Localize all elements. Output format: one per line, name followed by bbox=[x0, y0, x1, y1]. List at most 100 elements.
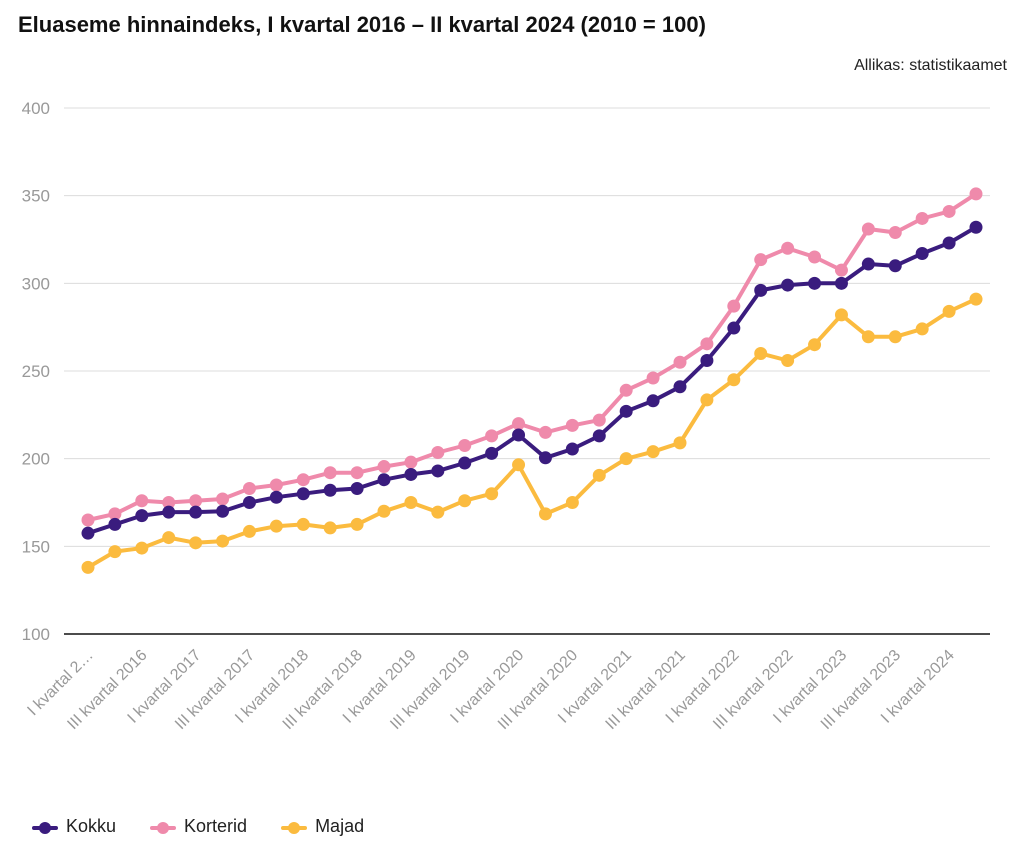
data-point[interactable] bbox=[404, 467, 418, 481]
data-point[interactable] bbox=[888, 225, 902, 239]
data-point[interactable] bbox=[189, 505, 203, 519]
data-point[interactable] bbox=[323, 521, 337, 535]
data-point[interactable] bbox=[296, 473, 310, 487]
data-point[interactable] bbox=[242, 496, 256, 509]
data-point[interactable] bbox=[673, 436, 687, 450]
data-point[interactable] bbox=[754, 253, 768, 267]
data-point[interactable] bbox=[915, 247, 929, 261]
data-point[interactable] bbox=[296, 517, 310, 531]
data-point[interactable] bbox=[888, 330, 902, 344]
data-point[interactable] bbox=[108, 517, 122, 531]
data-point[interactable] bbox=[565, 418, 579, 432]
data-point[interactable] bbox=[861, 330, 875, 344]
data-point[interactable] bbox=[700, 353, 714, 367]
data-point[interactable] bbox=[189, 494, 203, 508]
data-point[interactable] bbox=[754, 283, 768, 297]
data-point[interactable] bbox=[189, 536, 203, 550]
data-point[interactable] bbox=[619, 404, 633, 418]
data-point[interactable] bbox=[458, 494, 472, 508]
data-point[interactable] bbox=[485, 429, 499, 443]
data-point[interactable] bbox=[512, 458, 526, 472]
legend-item-majad[interactable]: Majad bbox=[281, 816, 364, 837]
data-point[interactable] bbox=[242, 524, 256, 538]
data-point[interactable] bbox=[538, 451, 552, 465]
data-point[interactable] bbox=[108, 545, 122, 559]
data-point[interactable] bbox=[162, 505, 176, 519]
data-point[interactable] bbox=[592, 413, 606, 427]
data-point[interactable] bbox=[673, 380, 687, 394]
data-point[interactable] bbox=[861, 222, 875, 236]
data-point[interactable] bbox=[619, 383, 633, 397]
data-point[interactable] bbox=[162, 531, 176, 545]
data-point[interactable] bbox=[377, 460, 391, 474]
data-point[interactable] bbox=[942, 236, 956, 250]
legend[interactable]: Kokku Korterid Majad bbox=[32, 816, 364, 837]
data-point[interactable] bbox=[727, 373, 741, 387]
data-point[interactable] bbox=[538, 425, 552, 439]
data-point[interactable] bbox=[431, 505, 445, 519]
data-point[interactable] bbox=[781, 278, 795, 292]
data-point[interactable] bbox=[269, 478, 283, 492]
data-point[interactable] bbox=[216, 492, 230, 506]
data-point[interactable] bbox=[781, 353, 795, 367]
data-point[interactable] bbox=[700, 393, 714, 407]
data-point[interactable] bbox=[296, 487, 310, 501]
data-point[interactable] bbox=[269, 490, 283, 504]
data-point[interactable] bbox=[592, 468, 606, 482]
data-point[interactable] bbox=[323, 466, 337, 480]
data-point[interactable] bbox=[404, 455, 418, 469]
data-point[interactable] bbox=[565, 496, 579, 509]
data-point[interactable] bbox=[808, 276, 822, 290]
data-point[interactable] bbox=[350, 517, 364, 531]
data-point[interactable] bbox=[81, 526, 95, 540]
data-point[interactable] bbox=[942, 204, 956, 218]
data-point[interactable] bbox=[565, 442, 579, 456]
data-point[interactable] bbox=[512, 417, 526, 431]
data-point[interactable] bbox=[888, 259, 902, 273]
data-point[interactable] bbox=[135, 541, 149, 555]
data-point[interactable] bbox=[834, 308, 848, 322]
data-point[interactable] bbox=[512, 428, 526, 442]
data-point[interactable] bbox=[969, 187, 983, 201]
data-point[interactable] bbox=[458, 439, 472, 453]
data-point[interactable] bbox=[377, 504, 391, 518]
data-point[interactable] bbox=[135, 494, 149, 508]
data-point[interactable] bbox=[646, 371, 660, 385]
data-point[interactable] bbox=[350, 481, 364, 495]
data-point[interactable] bbox=[323, 483, 337, 497]
legend-item-korterid[interactable]: Korterid bbox=[150, 816, 247, 837]
data-point[interactable] bbox=[808, 338, 822, 352]
data-point[interactable] bbox=[915, 211, 929, 225]
data-point[interactable] bbox=[242, 481, 256, 495]
data-point[interactable] bbox=[269, 519, 283, 533]
data-point[interactable] bbox=[458, 456, 472, 470]
data-point[interactable] bbox=[727, 321, 741, 335]
data-point[interactable] bbox=[162, 496, 176, 509]
data-point[interactable] bbox=[350, 466, 364, 480]
data-point[interactable] bbox=[592, 429, 606, 443]
data-point[interactable] bbox=[431, 446, 445, 460]
data-point[interactable] bbox=[700, 337, 714, 351]
data-point[interactable] bbox=[485, 487, 499, 501]
data-point[interactable] bbox=[969, 220, 983, 234]
data-point[interactable] bbox=[135, 509, 149, 523]
data-point[interactable] bbox=[942, 304, 956, 318]
data-point[interactable] bbox=[431, 464, 445, 478]
data-point[interactable] bbox=[915, 322, 929, 336]
data-point[interactable] bbox=[754, 346, 768, 360]
data-point[interactable] bbox=[108, 507, 122, 521]
data-point[interactable] bbox=[808, 250, 822, 264]
data-point[interactable] bbox=[216, 504, 230, 518]
data-point[interactable] bbox=[81, 513, 95, 527]
legend-item-kokku[interactable]: Kokku bbox=[32, 816, 116, 837]
data-point[interactable] bbox=[781, 241, 795, 255]
data-point[interactable] bbox=[404, 496, 418, 509]
data-point[interactable] bbox=[646, 394, 660, 408]
data-point[interactable] bbox=[216, 534, 230, 548]
data-point[interactable] bbox=[646, 445, 660, 459]
data-point[interactable] bbox=[727, 299, 741, 313]
data-point[interactable] bbox=[673, 355, 687, 369]
data-point[interactable] bbox=[377, 473, 391, 487]
data-point[interactable] bbox=[969, 292, 983, 306]
data-point[interactable] bbox=[834, 263, 848, 277]
